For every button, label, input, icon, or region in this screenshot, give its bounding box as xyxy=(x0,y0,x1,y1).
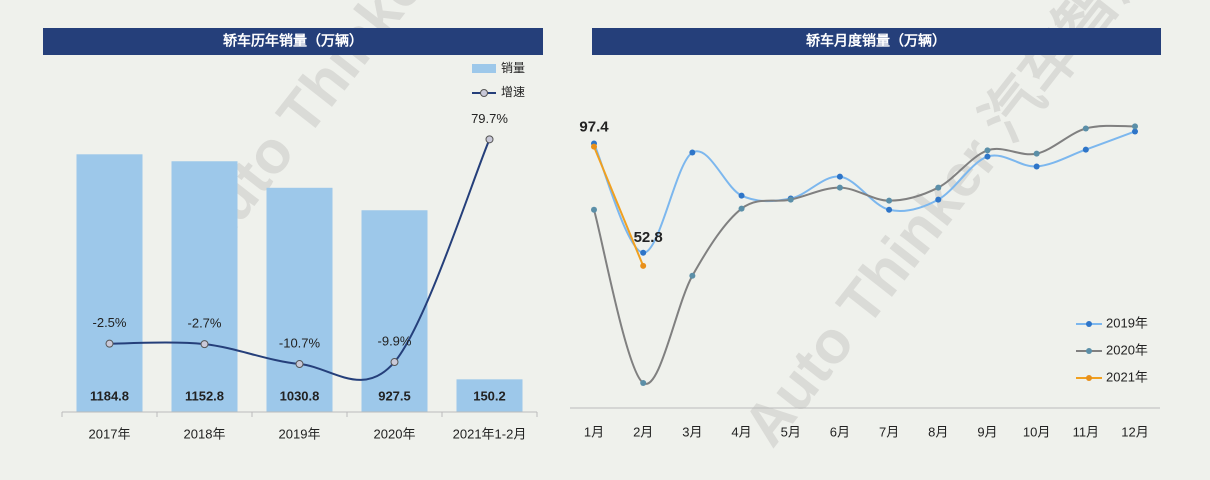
title-bar xyxy=(592,28,1161,55)
marker xyxy=(1033,150,1040,157)
marker xyxy=(689,149,696,156)
bar-value-label: 1152.8 xyxy=(185,388,224,403)
marker xyxy=(689,272,696,279)
marker xyxy=(935,196,942,203)
bar-value-label: 150.2 xyxy=(473,388,506,403)
marker xyxy=(295,360,304,369)
chart-title: 轿车历年销量（万辆） xyxy=(223,33,363,49)
legend-label: 2019年 xyxy=(1106,315,1148,330)
marker xyxy=(886,206,893,213)
x-tick-label: 2月 xyxy=(633,424,653,439)
legend-swatch xyxy=(1086,375,1092,381)
legend-swatch xyxy=(1086,348,1092,354)
line-value-label: -2.7% xyxy=(188,316,222,331)
x-tick-label: 10月 xyxy=(1023,424,1050,439)
legend-label: 2020年 xyxy=(1106,342,1148,357)
bar xyxy=(76,154,143,412)
bar-value-label: 1030.8 xyxy=(280,388,320,403)
marker xyxy=(1033,163,1040,170)
bar xyxy=(456,379,523,412)
marker xyxy=(640,249,647,256)
x-tick-label: 3月 xyxy=(682,424,702,439)
legend-label: 增速 xyxy=(501,85,525,99)
marker xyxy=(200,340,209,349)
x-tick-label: 2021年1-2月 xyxy=(453,426,527,441)
marker xyxy=(640,379,647,386)
x-tick-label: 7月 xyxy=(879,424,899,439)
marker xyxy=(836,173,843,180)
x-tick-label: 2017年 xyxy=(89,426,131,441)
marker xyxy=(105,339,114,348)
marker xyxy=(640,262,647,269)
legend-swatch xyxy=(480,89,488,97)
legend-swatch xyxy=(472,64,496,73)
x-tick-label: 4月 xyxy=(731,424,751,439)
line-value-label: 79.7% xyxy=(471,111,508,126)
marker xyxy=(1082,146,1089,153)
x-tick-label: 2018年 xyxy=(184,426,226,441)
marker xyxy=(984,147,991,154)
title-bar xyxy=(43,28,543,55)
x-tick-label: 9月 xyxy=(977,424,997,439)
x-tick-label: 11月 xyxy=(1073,424,1100,439)
data-label: 97.4 xyxy=(579,119,609,136)
line xyxy=(593,146,645,267)
line-value-label: -9.9% xyxy=(378,333,412,348)
bar-value-label: 1184.8 xyxy=(90,388,129,403)
line-value-label: -10.7% xyxy=(279,335,321,350)
chart-title: 轿车月度销量（万辆） xyxy=(806,33,946,49)
marker xyxy=(787,196,794,203)
marker xyxy=(1082,125,1089,132)
x-tick-label: 2020年 xyxy=(374,426,416,441)
line-value-label: -2.5% xyxy=(93,315,127,330)
marker xyxy=(1132,123,1138,130)
x-tick-label: 8月 xyxy=(928,424,948,439)
legend-swatch xyxy=(1086,321,1092,327)
marker xyxy=(738,205,745,212)
x-tick-label: 1月 xyxy=(584,424,604,439)
marker xyxy=(591,206,597,213)
x-tick-label: 12月 xyxy=(1121,424,1148,439)
x-tick-label: 5月 xyxy=(781,424,801,439)
marker xyxy=(738,192,745,199)
legend-label: 2021年 xyxy=(1106,369,1148,384)
marker xyxy=(935,184,942,191)
bar xyxy=(171,161,238,412)
legend-label: 销量 xyxy=(501,61,525,75)
x-tick-label: 6月 xyxy=(830,424,850,439)
marker xyxy=(591,143,597,150)
line xyxy=(109,138,491,381)
bar-value-label: 927.5 xyxy=(378,388,411,403)
marker xyxy=(1132,128,1138,135)
marker xyxy=(886,197,893,204)
marker xyxy=(984,153,991,160)
x-tick-label: 2019年 xyxy=(279,426,321,441)
marker xyxy=(390,358,399,367)
data-label: 52.8 xyxy=(634,229,663,246)
bar xyxy=(266,187,333,412)
marker xyxy=(485,135,494,144)
marker xyxy=(836,184,843,191)
bar xyxy=(361,210,428,412)
